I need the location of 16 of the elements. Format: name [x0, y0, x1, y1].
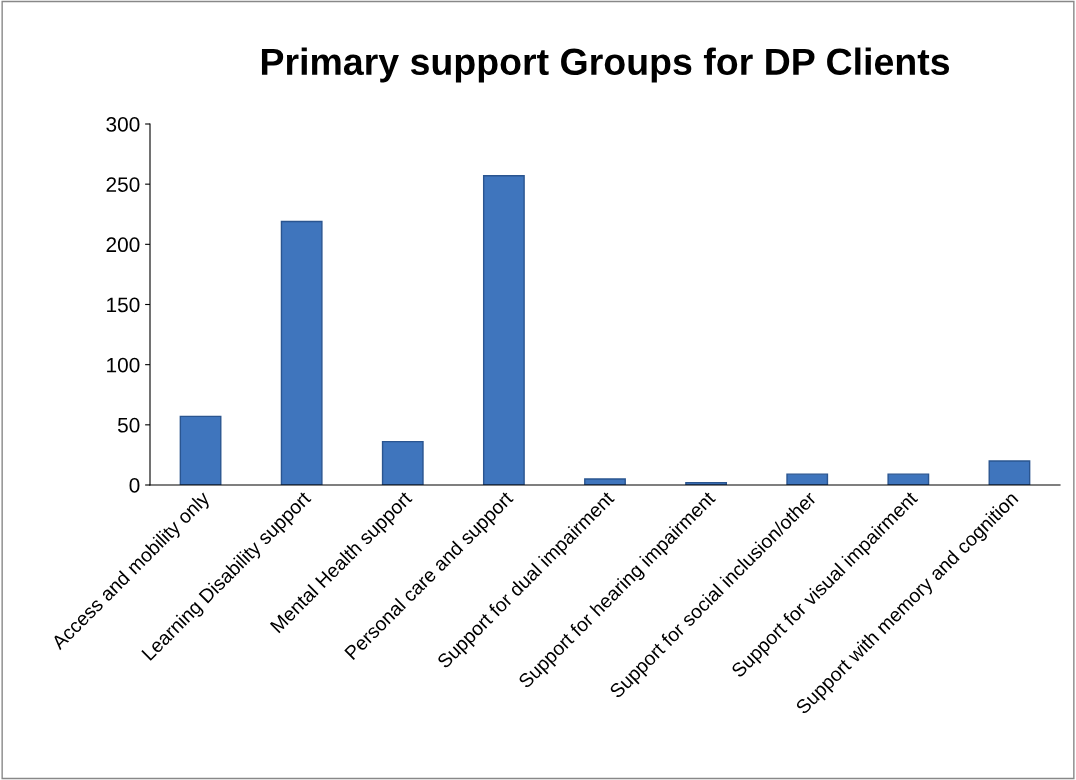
y-tick-label: 250 — [106, 177, 140, 192]
y-tick-label: 100 — [107, 357, 140, 373]
bar — [584, 478, 626, 485]
y-tick-label: 0 — [129, 478, 140, 493]
bar — [887, 473, 930, 485]
bar — [280, 220, 323, 485]
y-tick-label: 150 — [107, 297, 140, 313]
y-tick-label: 300 — [106, 117, 140, 132]
bar — [988, 460, 1031, 485]
bar — [482, 175, 525, 485]
y-tick-label: 200 — [106, 237, 140, 253]
bar — [786, 473, 829, 485]
bar — [179, 415, 222, 485]
bar — [381, 440, 424, 485]
y-tick-label: 50 — [117, 417, 140, 433]
chart-title: Primary support Groups for DP Clients — [261, 47, 950, 83]
